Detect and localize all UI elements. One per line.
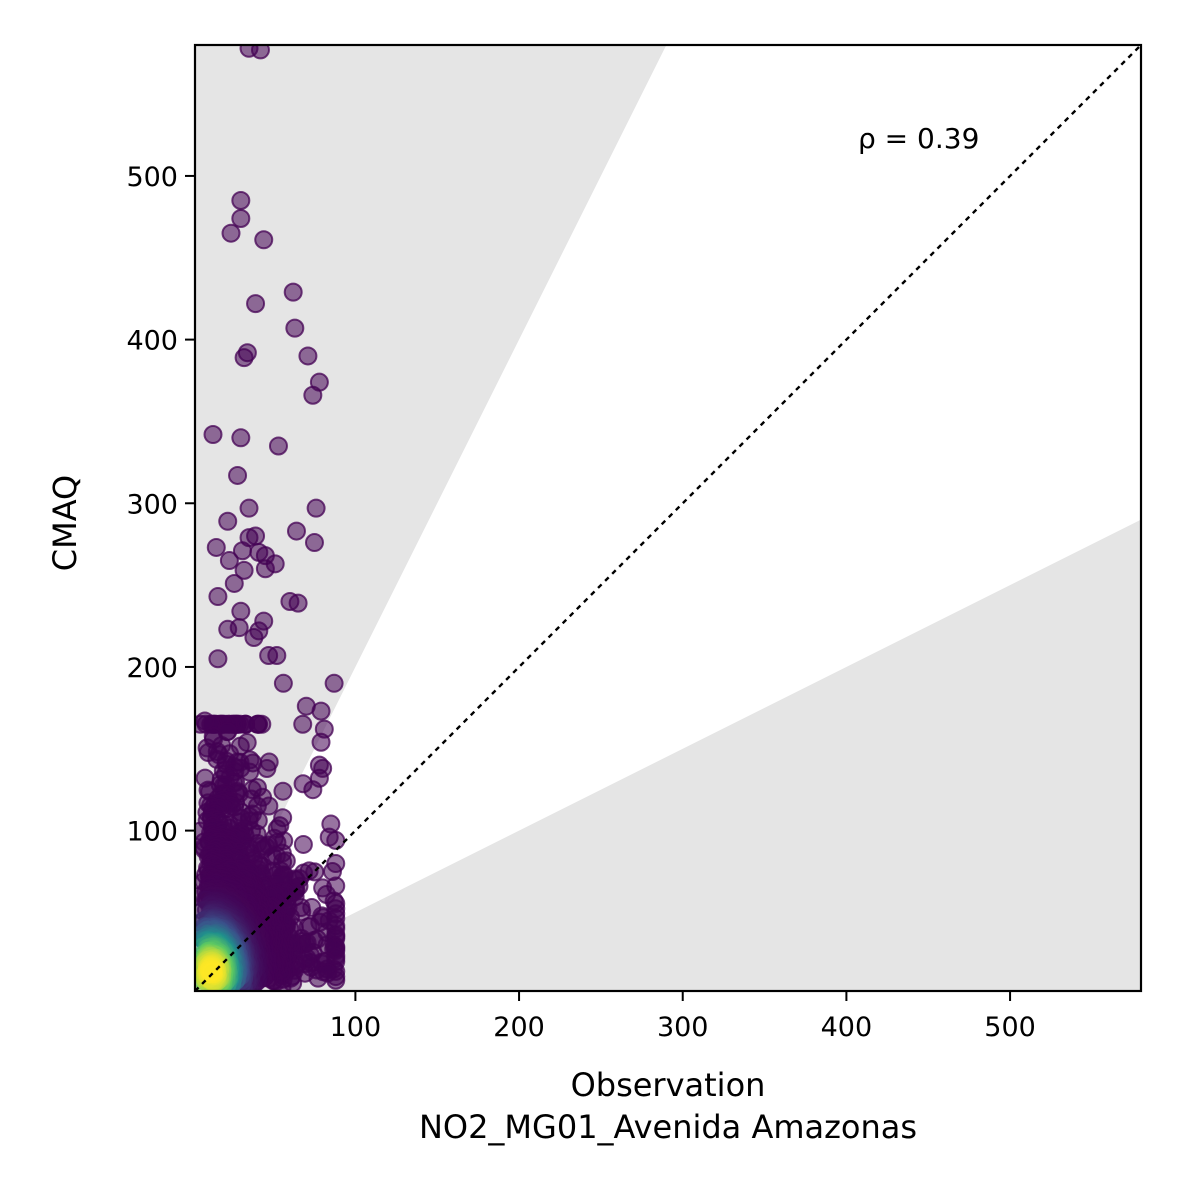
data-point [234,560,254,580]
identity-line [195,45,1141,991]
data-point [285,318,305,338]
data-point [231,601,251,621]
data-point [283,282,303,302]
data-point [303,780,323,800]
data-point [206,537,226,557]
data-point [234,348,254,368]
data-point [324,891,344,911]
data-point [267,645,287,665]
data-point [203,425,223,445]
data-point [273,673,293,693]
data-point [298,346,318,366]
data-point [231,208,251,228]
data-point [319,911,339,931]
data-point [322,862,342,882]
x-tick-label: 200 [493,1012,545,1043]
y-tick-label: 400 [126,326,178,357]
y-tick-label: 500 [126,162,178,193]
data-point [304,533,324,553]
plot-frame [193,43,1143,993]
data-point [313,878,333,898]
data-point [239,498,259,518]
x-tick-label: 300 [657,1012,709,1043]
data-point [318,963,338,983]
data-point [208,649,228,669]
y-tick-label: 300 [126,489,178,520]
data-point [231,428,251,448]
data-point [309,755,329,775]
scatter-points [195,45,346,991]
data-point [255,559,275,579]
correlation-annotation: ρ = 0.39 [858,122,979,155]
data-point [224,573,244,593]
data-point [273,781,293,801]
data-point [311,732,331,752]
data-point [326,830,346,850]
data-point [231,190,251,210]
plot-area [195,45,1141,991]
x-tick-label: 500 [984,1012,1036,1043]
data-point [221,223,241,243]
data-point [246,294,266,314]
data-point [303,385,323,405]
data-point [195,711,215,731]
x-tick-label: 100 [330,1012,382,1043]
data-point [268,436,288,456]
data-point [218,619,238,639]
data-point [324,673,344,693]
data-point [202,962,222,982]
data-point [306,498,326,518]
y-tick-label: 100 [126,817,178,848]
data-point [254,230,274,250]
data-point [311,701,331,721]
y-axis: 100 200 300 400 500 [126,162,195,848]
y-axis-label: CMAQ [46,475,84,571]
data-point [250,45,270,60]
data-point [219,551,239,571]
x-axis-sublabel: NO2_MG01_Avenida Amazonas [419,1108,917,1146]
data-point [286,521,306,541]
x-axis-label: Observation [571,1066,766,1104]
data-point [228,465,248,485]
data-point [293,834,313,854]
x-tick-label: 400 [821,1012,873,1043]
data-point [293,714,313,734]
upper-shaded-region [195,45,667,988]
data-point [249,621,269,641]
data-point [218,511,238,531]
y-tick-label: 200 [126,653,178,684]
data-point [288,593,308,613]
lower-shaded-region [195,519,1141,991]
data-point [208,587,228,607]
x-axis: 100 200 300 400 500 [330,991,1036,1043]
